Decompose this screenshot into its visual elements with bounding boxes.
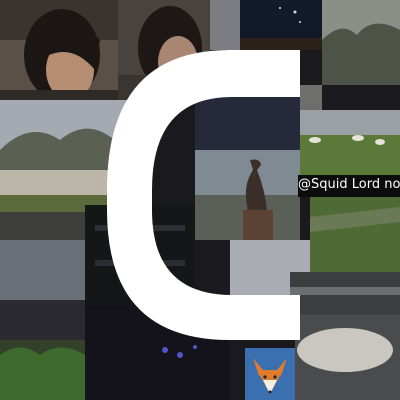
tile-caption: @Squid Lord no	[298, 175, 400, 197]
tile-misty-trees	[322, 0, 400, 85]
fox-face-icon	[245, 348, 295, 400]
username-caption: @Squid Lord no	[298, 177, 400, 192]
tile-night-sky	[240, 0, 322, 50]
tile-green-field	[310, 197, 400, 272]
tile-fence-trees	[0, 100, 150, 212]
tile-beach	[290, 272, 400, 317]
tile-dusk-sky	[195, 85, 300, 150]
tile-jungle	[0, 300, 85, 400]
tile-stone	[295, 315, 400, 400]
tile-grey-sky	[210, 0, 240, 50]
tile-heron-statue	[195, 150, 300, 240]
tile-portrait-1	[0, 0, 118, 112]
tile-grey-small	[300, 85, 322, 110]
tile-shelf	[85, 205, 195, 305]
tile-sheep-field	[300, 110, 400, 175]
tile-dark-path	[0, 212, 85, 240]
tile-grey-water	[0, 240, 85, 300]
tile-fox-avatar	[245, 348, 295, 400]
tile-blue-lights	[85, 305, 230, 400]
